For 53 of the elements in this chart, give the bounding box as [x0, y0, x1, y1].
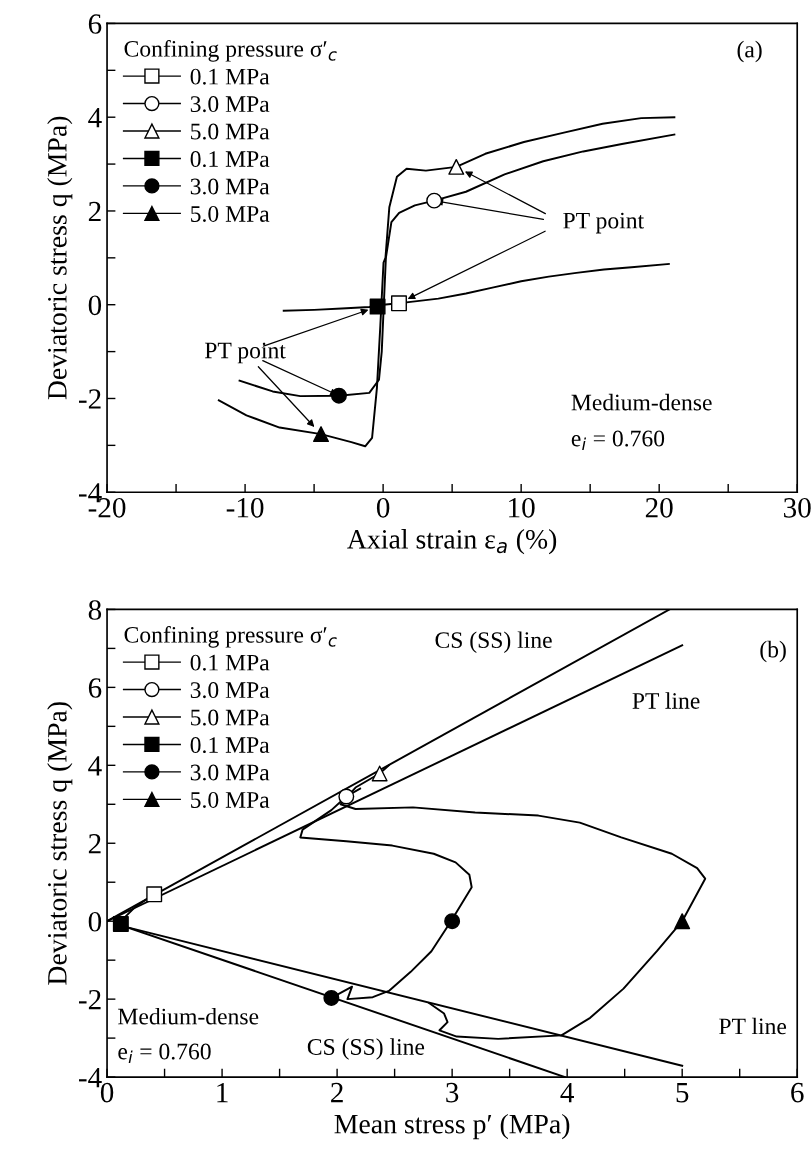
y-tick-label: -2	[78, 989, 101, 1010]
y-tick-label: -4	[78, 1067, 102, 1088]
x-tick-label: 10	[509, 497, 535, 518]
legend-label: 5.0 MPa	[191, 709, 270, 726]
legend-label: 0.1 MPa	[190, 68, 270, 85]
legend-title: Confining pressure σ′$_{c}$	[124, 625, 337, 648]
legend-label: 3.0 MPa	[190, 764, 270, 781]
x-tick-label: 4	[560, 1082, 574, 1103]
legend-label: 5.0 MPa	[191, 791, 270, 808]
y-tick-label: 8	[88, 600, 102, 620]
annotation: CS (SS) line	[435, 631, 552, 653]
legend-label: 5.0 MPa	[191, 123, 270, 140]
y-tick-label: 0	[88, 295, 102, 316]
x-tick-label: 3	[446, 1082, 459, 1103]
x-axis-title: Mean stress p′ (MPa)	[334, 1113, 570, 1140]
y-tick-label: 2	[88, 834, 101, 854]
y-tick-label: 6	[88, 678, 102, 698]
annotation: e$_{i}$ = 0.760	[571, 430, 665, 451]
x-tick-label: 6	[791, 1082, 804, 1103]
y-axis-title: Deviatoric stress q (MPa)	[47, 702, 73, 985]
x-tick-label: -10	[226, 497, 264, 518]
y-tick-label: 6	[88, 14, 102, 34]
legend-label: 0.1 MPa	[190, 151, 270, 168]
annotation: PT line	[632, 692, 700, 709]
x-tick-label: 30	[784, 497, 811, 518]
annotation: Medium-dense	[118, 1007, 259, 1025]
annotation: (a)	[737, 40, 762, 63]
y-tick-label: 0	[88, 911, 102, 932]
legend-label: 3.0 MPa	[190, 178, 270, 195]
y-tick-label: 4	[88, 756, 102, 776]
annotation: Medium-dense	[571, 393, 712, 411]
annotation: PT point	[563, 212, 644, 234]
legend-label: 5.0 MPa	[191, 205, 270, 222]
y-axis-title: Deviatoric stress q (MPa)	[47, 116, 73, 400]
y-tick-label: 2	[88, 201, 101, 222]
x-tick-label: 2	[331, 1082, 343, 1103]
annotation: CS (SS) line	[307, 1038, 425, 1060]
annotation: PT point	[204, 342, 286, 364]
annotation: (b)	[760, 640, 786, 663]
y-tick-label: 4	[88, 108, 102, 128]
annotation: e$_{i}$ = 0.760	[118, 1043, 211, 1064]
x-tick-label: 0	[376, 497, 390, 518]
x-tick-label: 20	[645, 497, 673, 518]
legend-label: 3.0 MPa	[190, 682, 270, 699]
x-axis-title: Axial strain ε$_{a}$ (%)	[347, 529, 557, 555]
annotation: PT line	[719, 1017, 787, 1035]
x-tick-label: 1	[217, 1082, 228, 1103]
legend-label: 0.1 MPa	[190, 737, 270, 754]
legend-title: Confining pressure σ′$_{c}$	[124, 39, 337, 62]
y-tick-label: -2	[78, 389, 101, 409]
x-tick-label: 5	[676, 1083, 689, 1103]
legend-label: 0.1 MPa	[190, 654, 270, 671]
legend-label: 3.0 MPa	[190, 96, 270, 113]
